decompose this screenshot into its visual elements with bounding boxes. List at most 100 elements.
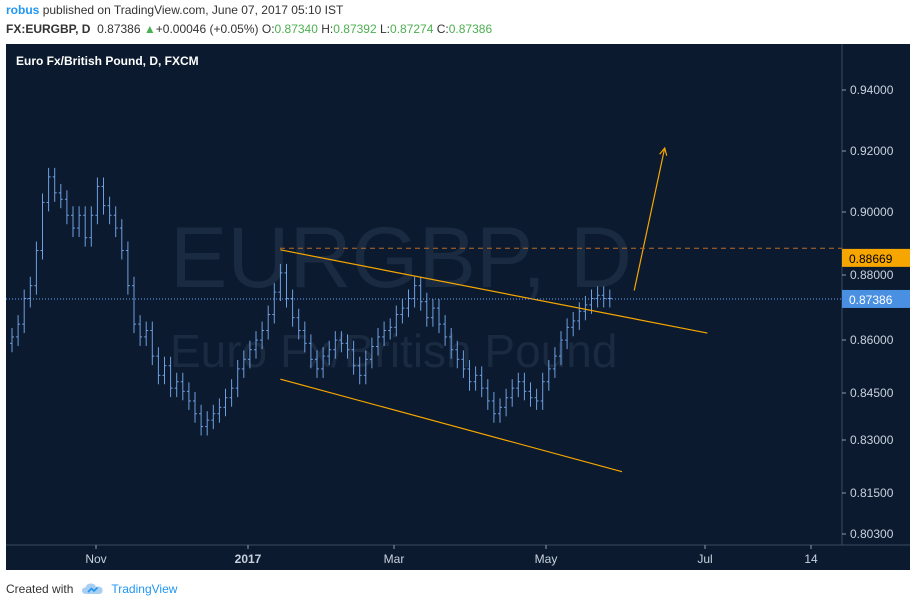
published-text: published on TradingView.com, June 07, 2… (42, 3, 344, 17)
candle (58, 183, 63, 209)
candle (430, 299, 435, 327)
close-value: 0.87386 (448, 22, 493, 36)
candle (193, 391, 197, 423)
price-chart[interactable]: EURGBP, D Euro Fx/British Pound Euro Fx/… (0, 42, 916, 572)
candle (510, 379, 515, 407)
candle (376, 327, 380, 356)
candle (565, 318, 570, 350)
candle (40, 193, 45, 260)
candle (150, 321, 155, 366)
cloud-icon (82, 583, 103, 594)
candle (333, 331, 338, 359)
projection-arrowhead (659, 146, 668, 156)
candle (28, 276, 33, 308)
candle (559, 331, 563, 366)
candle (168, 356, 173, 398)
trendlines (280, 146, 708, 473)
y-tick-label: 0.81500 (850, 486, 894, 500)
watermark-symbol: EURGBP, D (170, 210, 632, 306)
low-label: L: (380, 22, 391, 36)
candle (400, 299, 405, 324)
candle (125, 241, 130, 295)
chart-title: Euro Fx/British Pound, D, FXCM (16, 54, 199, 68)
candle (540, 372, 545, 410)
candle (119, 219, 124, 260)
symbol-name: FX:EURGBP, D (6, 22, 91, 36)
candle (278, 263, 283, 302)
candle (308, 334, 313, 369)
last-price-badge (842, 289, 910, 308)
y-tick-label: 0.84500 (850, 386, 894, 400)
candle (485, 379, 490, 410)
created-with-text: Created with (6, 582, 74, 596)
low-value: 0.87274 (390, 22, 434, 36)
candle (351, 340, 356, 375)
candle (583, 295, 588, 321)
last-price-text: 0.87386 (97, 22, 141, 36)
candle (107, 196, 112, 225)
candle (546, 359, 551, 391)
candle (235, 359, 240, 398)
y-tick-label: 0.88000 (850, 268, 894, 282)
y-tick-label: 0.94000 (850, 83, 894, 97)
candle (217, 398, 222, 423)
candle (52, 167, 57, 202)
candle (199, 404, 204, 436)
candle (327, 340, 332, 366)
footer: Created with TradingView (6, 582, 177, 596)
candle (473, 366, 478, 391)
candle (479, 366, 484, 398)
candle (34, 241, 39, 295)
candle (186, 382, 191, 410)
candle (461, 350, 466, 378)
candle (272, 283, 277, 324)
candle (498, 398, 502, 423)
candle (89, 206, 94, 247)
candle (132, 276, 136, 334)
candle (516, 372, 521, 398)
candle (601, 286, 606, 308)
y-tick-label: 0.90000 (850, 205, 894, 219)
time-axis[interactable] (6, 545, 910, 570)
y-tick-label: 0.80300 (850, 527, 894, 541)
high-label: H: (321, 22, 334, 36)
candle (95, 177, 100, 225)
open-value: 0.87340 (274, 22, 318, 36)
channel-lower (280, 378, 623, 473)
candle (254, 331, 258, 359)
candle (266, 305, 271, 340)
chart-plot-area[interactable] (6, 44, 842, 545)
candle (83, 206, 88, 247)
candle (64, 190, 69, 225)
candle (211, 404, 216, 430)
candle (467, 359, 472, 391)
projection-arrow (633, 147, 666, 291)
y-axis-ticks: 0.94000 0.92000 0.90000 0.88000 0.86000 0.845… (842, 83, 894, 541)
candle (345, 334, 350, 359)
candle (455, 340, 460, 369)
target-price-badge (842, 248, 910, 267)
candle (113, 206, 118, 238)
candle (437, 299, 441, 334)
candles (10, 167, 612, 436)
candle (449, 327, 454, 359)
candle (229, 379, 234, 407)
candle (302, 321, 307, 353)
x-tick-label: Nov (85, 552, 106, 566)
high-value: 0.87392 (333, 22, 377, 36)
candle (528, 382, 533, 407)
candle (101, 177, 106, 215)
candle (321, 347, 326, 378)
tradingview-brand[interactable]: TradingView (111, 582, 178, 596)
candle (296, 308, 301, 340)
candle (77, 206, 82, 238)
candle (162, 356, 167, 385)
candle (315, 350, 319, 378)
author-name[interactable]: robus (6, 3, 40, 17)
x-tick-label: 2017 (235, 552, 262, 566)
change-text: +0.00046 (+0.05%) (155, 22, 259, 36)
up-arrow-icon: ▲ (143, 22, 156, 36)
candle (534, 388, 539, 410)
candle (577, 302, 582, 330)
candle (522, 372, 527, 401)
